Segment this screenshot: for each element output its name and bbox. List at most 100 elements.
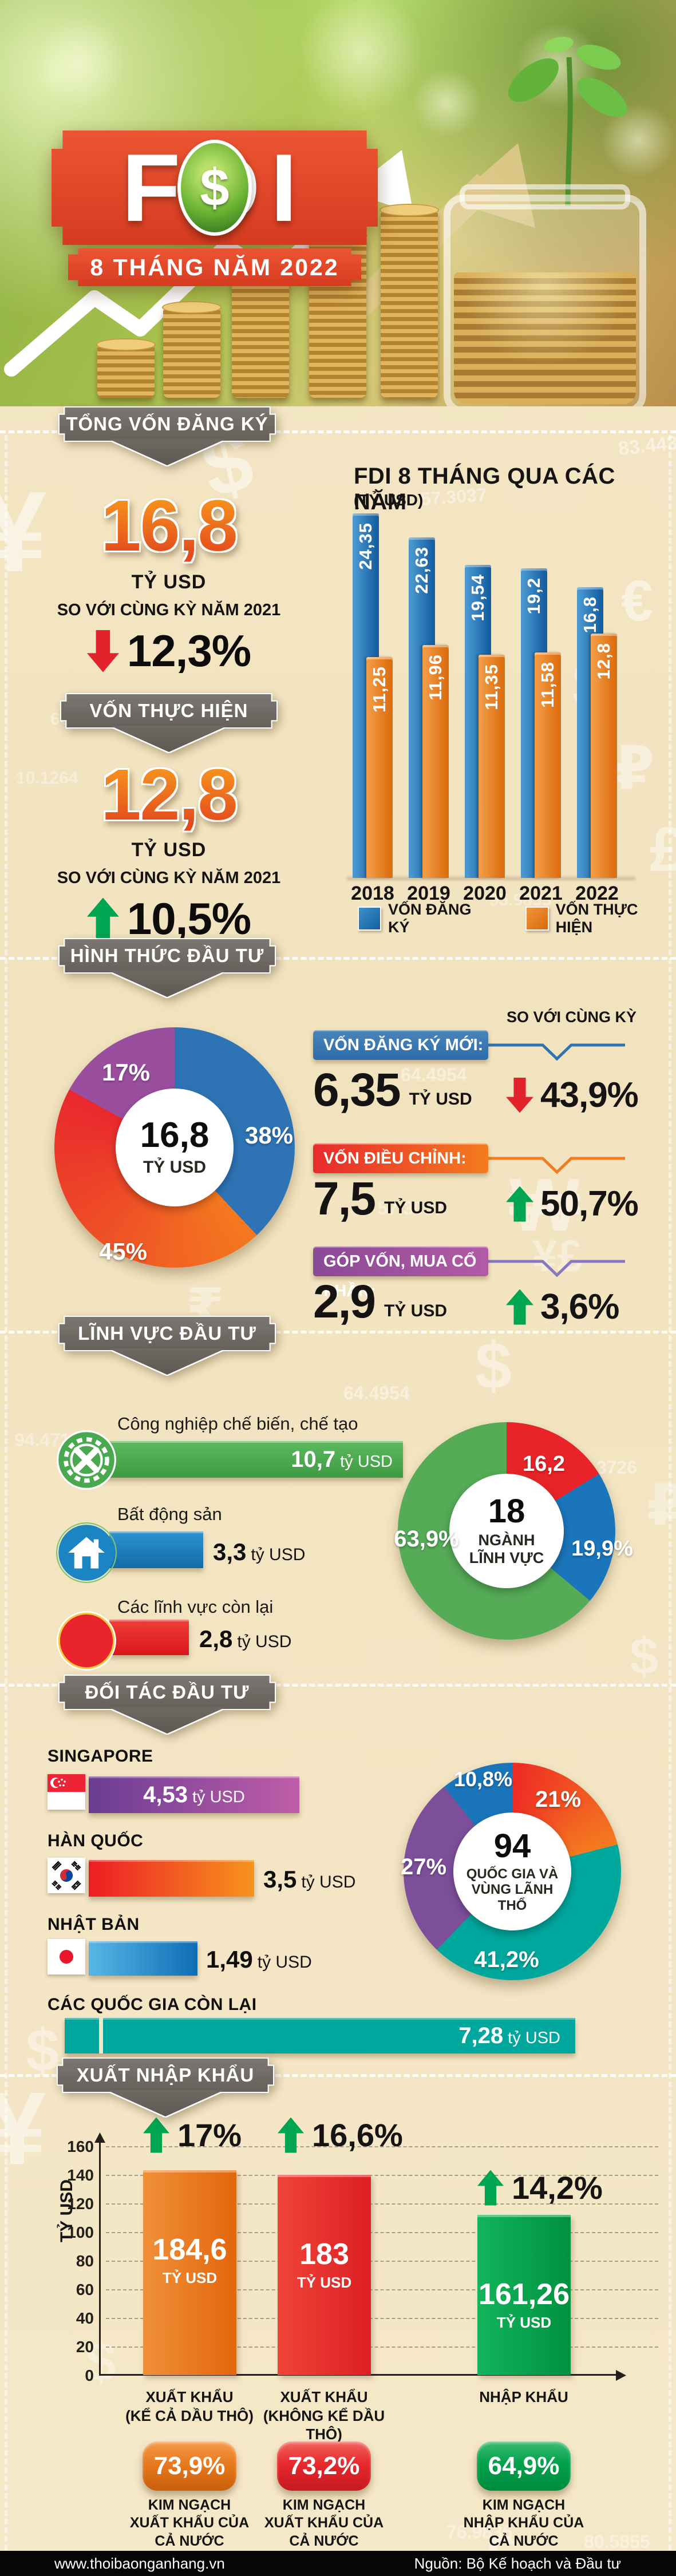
gridline-140 (106, 2175, 658, 2176)
year-label: 2020 (463, 883, 507, 904)
currency-watermark: $ (630, 1628, 659, 1685)
coin-stack (379, 204, 439, 398)
up-arrow-icon (506, 1186, 533, 1222)
forms-compare-label: SO VỚI CÙNG KỲ (507, 1008, 637, 1026)
section-separator (0, 2074, 676, 2077)
partner-label-others: CÁC QUỐC GIA CÒN LẠI (48, 1995, 257, 2014)
year-label: 2021 (519, 883, 563, 904)
caption-export-nocrude: KIM NGẠCH XUẤT KHẨU CỦA CẢ NƯỚC (264, 2497, 384, 2549)
banner-tail (108, 971, 226, 997)
gridline-60 (106, 2289, 658, 2290)
axis-arrowhead (94, 2132, 105, 2143)
sector-label-manufacturing: Công nghiệp chế biến, chế tạo (117, 1414, 358, 1434)
gridline-100 (106, 2232, 658, 2233)
section-separator (0, 1331, 676, 1333)
donut-center: 94 QUỐC GIA VÀ VÙNG LÃNH THỔ (453, 1813, 571, 1930)
caption-export-crude: KIM NGẠCH XUẤT KHẨU CỦA CẢ NƯỚC (129, 2497, 250, 2549)
banner-tail (106, 2090, 224, 2116)
trade-xlabel-export-crude: XUẤT KHẨU (KỂ CẢ DẦU THÔ) (125, 2388, 254, 2424)
banner-sectors: LĨNH VỰC ĐẦU TƯ (60, 1317, 275, 1375)
coin-stack (96, 338, 156, 398)
year-label: 2019 (407, 883, 450, 904)
gridline-20 (106, 2347, 658, 2348)
down-arrow-icon (506, 1077, 533, 1113)
partner-label-japan: NHẬT BẢN (48, 1915, 140, 1934)
footer-bar: www.thoibaonganhang.vn Nguồn: Bộ Kế hoạc… (0, 2551, 676, 2576)
registered-unit: TỶ USD (131, 571, 207, 593)
up-arrow-icon (477, 2170, 504, 2206)
coin-jar (444, 184, 646, 406)
banner-investment-forms: HÌNH THỨC ĐẦU TƯ (60, 939, 275, 997)
up-arrow-icon (86, 897, 119, 940)
new-registered-value: 6,35 TỶ USD (313, 1064, 472, 1116)
implemented-change: 10,5% (49, 893, 289, 945)
badge-export-nocrude-share: 73,2% (277, 2442, 371, 2491)
jar-coins (454, 272, 636, 404)
gridline-120 (106, 2203, 658, 2205)
section-separator (0, 1684, 676, 1687)
partner-label-singapore: SINGAPORE (48, 1747, 153, 1766)
trade-y-axis (99, 2142, 101, 2375)
adjusted-value: 7,5 TỶ USD (313, 1173, 448, 1225)
sectors-donut: 16,2 19,9% 63,9% 18 NGÀNH LĨNH VỰC (394, 1422, 633, 1640)
donut-center: 16,8 TỶ USD (116, 1089, 234, 1206)
korea-value: 3,5 tỷ USD (263, 1866, 356, 1893)
chart-years-plot: 24,35 11,25 22,63 11,96 19,54 11,35 19,2… (343, 504, 675, 878)
trade-bar-import: 161,26 TỶ USD (477, 2215, 571, 2375)
sprout-plant (508, 37, 627, 206)
currency-watermark: 83.443 (617, 432, 676, 460)
trade-xlabel-import: NHẬP KHẨU (479, 2388, 568, 2405)
implemented-value: 12,8 (63, 759, 275, 831)
realestate-value: 3,3 tỷ USD (213, 1538, 306, 1565)
japan-flag-icon (48, 1939, 85, 1974)
gridline-160 (106, 2146, 658, 2147)
currency-watermark: ₽ (647, 1473, 676, 1537)
legend-swatch-implemented (525, 907, 549, 931)
bokeh-light (34, 17, 126, 109)
donut-center: 18 NGÀNH LĨNH VỰC (449, 1474, 564, 1588)
sector-bar-others (109, 1620, 189, 1655)
footer-source: Nguồn: Bộ Kế hoạch và Đầu tư (414, 2555, 621, 2572)
header-subtitle: 8 THÁNG NĂM 2022 (68, 248, 361, 286)
footer-website: www.thoibaonganhang.vn (54, 2555, 225, 2572)
south-korea-flag-icon (48, 1858, 85, 1893)
sector-label-others: Các lĩnh vực còn lại (117, 1597, 274, 1617)
registered-value: 16,8 (63, 490, 275, 562)
sector-bar-realestate (109, 1532, 203, 1568)
bar-implemented-2019: 11,96 (422, 645, 449, 878)
bar-implemented-2020: 11,35 (479, 655, 505, 878)
up-arrow-icon (506, 1289, 533, 1325)
header-photo: FDI $ 8 THÁNG NĂM 2022 (0, 0, 676, 406)
ribbon-capital-contribution: GÓP VỐN, MUA CỔ PHẦN: (313, 1247, 488, 1300)
up-arrow-icon (143, 2117, 169, 2153)
gridline-80 (106, 2261, 658, 2262)
currency-watermark: $ (475, 1329, 512, 1403)
investment-forms-donut: 38% 45% 17% 16,8 TỶ USD (54, 1027, 295, 1268)
bar-group-2018: 24,35 11,25 (353, 504, 393, 878)
ribbon-new-registered: VỐN ĐĂNG KÝ MỚI: (313, 1030, 488, 1060)
edge-separator (5, 435, 7, 2550)
export-crude-change: 17% (143, 2116, 242, 2154)
implemented-compare-label: SO VỚI CÙNG KỲ NĂM 2021 (57, 869, 281, 887)
house-icon (56, 1522, 117, 1583)
chart-years-legend: VỐN ĐĂNG KÝ VỐN THỰC HIỆN (358, 901, 676, 936)
section-separator (0, 957, 676, 960)
partner-bar-korea (89, 1860, 254, 1897)
dollar-coin-icon: $ (177, 140, 252, 236)
section-separator (0, 430, 676, 433)
new-registered-change: 43,9% (506, 1075, 639, 1115)
edge-separator (669, 435, 671, 2550)
registered-change: 12,3% (49, 625, 289, 677)
partner-bar-others: 7,28 tỷ USD (65, 2018, 575, 2053)
banner-tail (108, 1707, 226, 1734)
bar-implemented-2022: 12,8 (591, 634, 617, 878)
registered-compare-label: SO VỚI CÙNG KỲ NĂM 2021 (57, 601, 281, 619)
legend-swatch-registered (358, 907, 382, 931)
currency-watermark: $ (26, 2017, 60, 2084)
coin-stack (162, 301, 222, 398)
bokeh-light (412, 69, 481, 137)
caption-import: KIM NGẠCH NHẬP KHẨU CỦA CẢ NƯỚC (463, 2497, 584, 2549)
partners-donut: 21% 41,2% 27% 10,8% 94 QUỐC GIA VÀ VÙNG … (401, 1763, 621, 1980)
fdi-badge: FDI $ 8 THÁNG NĂM 2022 (52, 130, 378, 286)
others-value: 2,8 tỷ USD (199, 1625, 292, 1652)
